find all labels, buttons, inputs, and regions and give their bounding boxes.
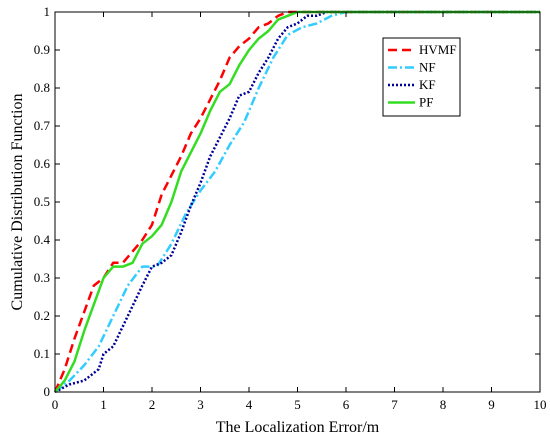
- x-tick-label: 4: [246, 397, 253, 412]
- ticks-layer: [54, 11, 541, 393]
- legend-label-kf: KF: [419, 77, 436, 92]
- y-axis-title: Cumulative Distribution Function: [9, 94, 26, 311]
- y-tick-label: 0.2: [34, 308, 50, 323]
- legend-label-pf: PF: [419, 95, 433, 110]
- x-tick-label: 9: [488, 397, 495, 412]
- legend: HVMF NF KF PF: [382, 37, 461, 117]
- y-tick-label: 0.5: [34, 194, 50, 209]
- labels-layer: 0 1 2 3 4 5 6 7 8 9 10 0 0.1 0.2 0.3 0.4 0.5 0.6 0.7 0.8 0.9…: [34, 4, 547, 412]
- x-tick-label: 8: [440, 397, 447, 412]
- y-tick-label: 0.8: [34, 80, 50, 95]
- series-line-hvmf: [53, 10, 540, 393]
- y-tick-label: 0.1: [34, 346, 50, 361]
- legend-label-hvmf: HVMF: [419, 42, 457, 57]
- y-tick-label: 1: [44, 4, 51, 19]
- x-tick-label: 3: [197, 397, 204, 412]
- x-tick-label: 7: [391, 397, 398, 412]
- y-tick-label: 0.3: [34, 270, 50, 285]
- x-tick-label: 6: [343, 397, 350, 412]
- x-tick-label: 10: [534, 397, 547, 412]
- legend-items: HVMF NF KF PF: [388, 42, 457, 110]
- x-tick-label: 1: [100, 397, 107, 412]
- x-tick-label: 2: [149, 397, 156, 412]
- x-axis-title: The Localization Error/m: [216, 419, 380, 436]
- y-tick-label: 0.6: [34, 156, 51, 171]
- y-tick-label: 0: [44, 384, 51, 399]
- y-tick-label: 0.4: [34, 232, 51, 247]
- x-tick-label: 5: [294, 397, 301, 412]
- y-tick-label: 0.7: [34, 118, 51, 133]
- series-line-pf: [54, 10, 540, 393]
- legend-label-nf: NF: [419, 60, 436, 75]
- series-line-nf: [54, 10, 540, 393]
- series-line-kf: [54, 10, 540, 394]
- x-tick-label: 0: [52, 397, 59, 412]
- plot-frame: [54, 11, 541, 393]
- y-tick-label: 0.9: [34, 42, 50, 57]
- series-layer: [53, 10, 540, 394]
